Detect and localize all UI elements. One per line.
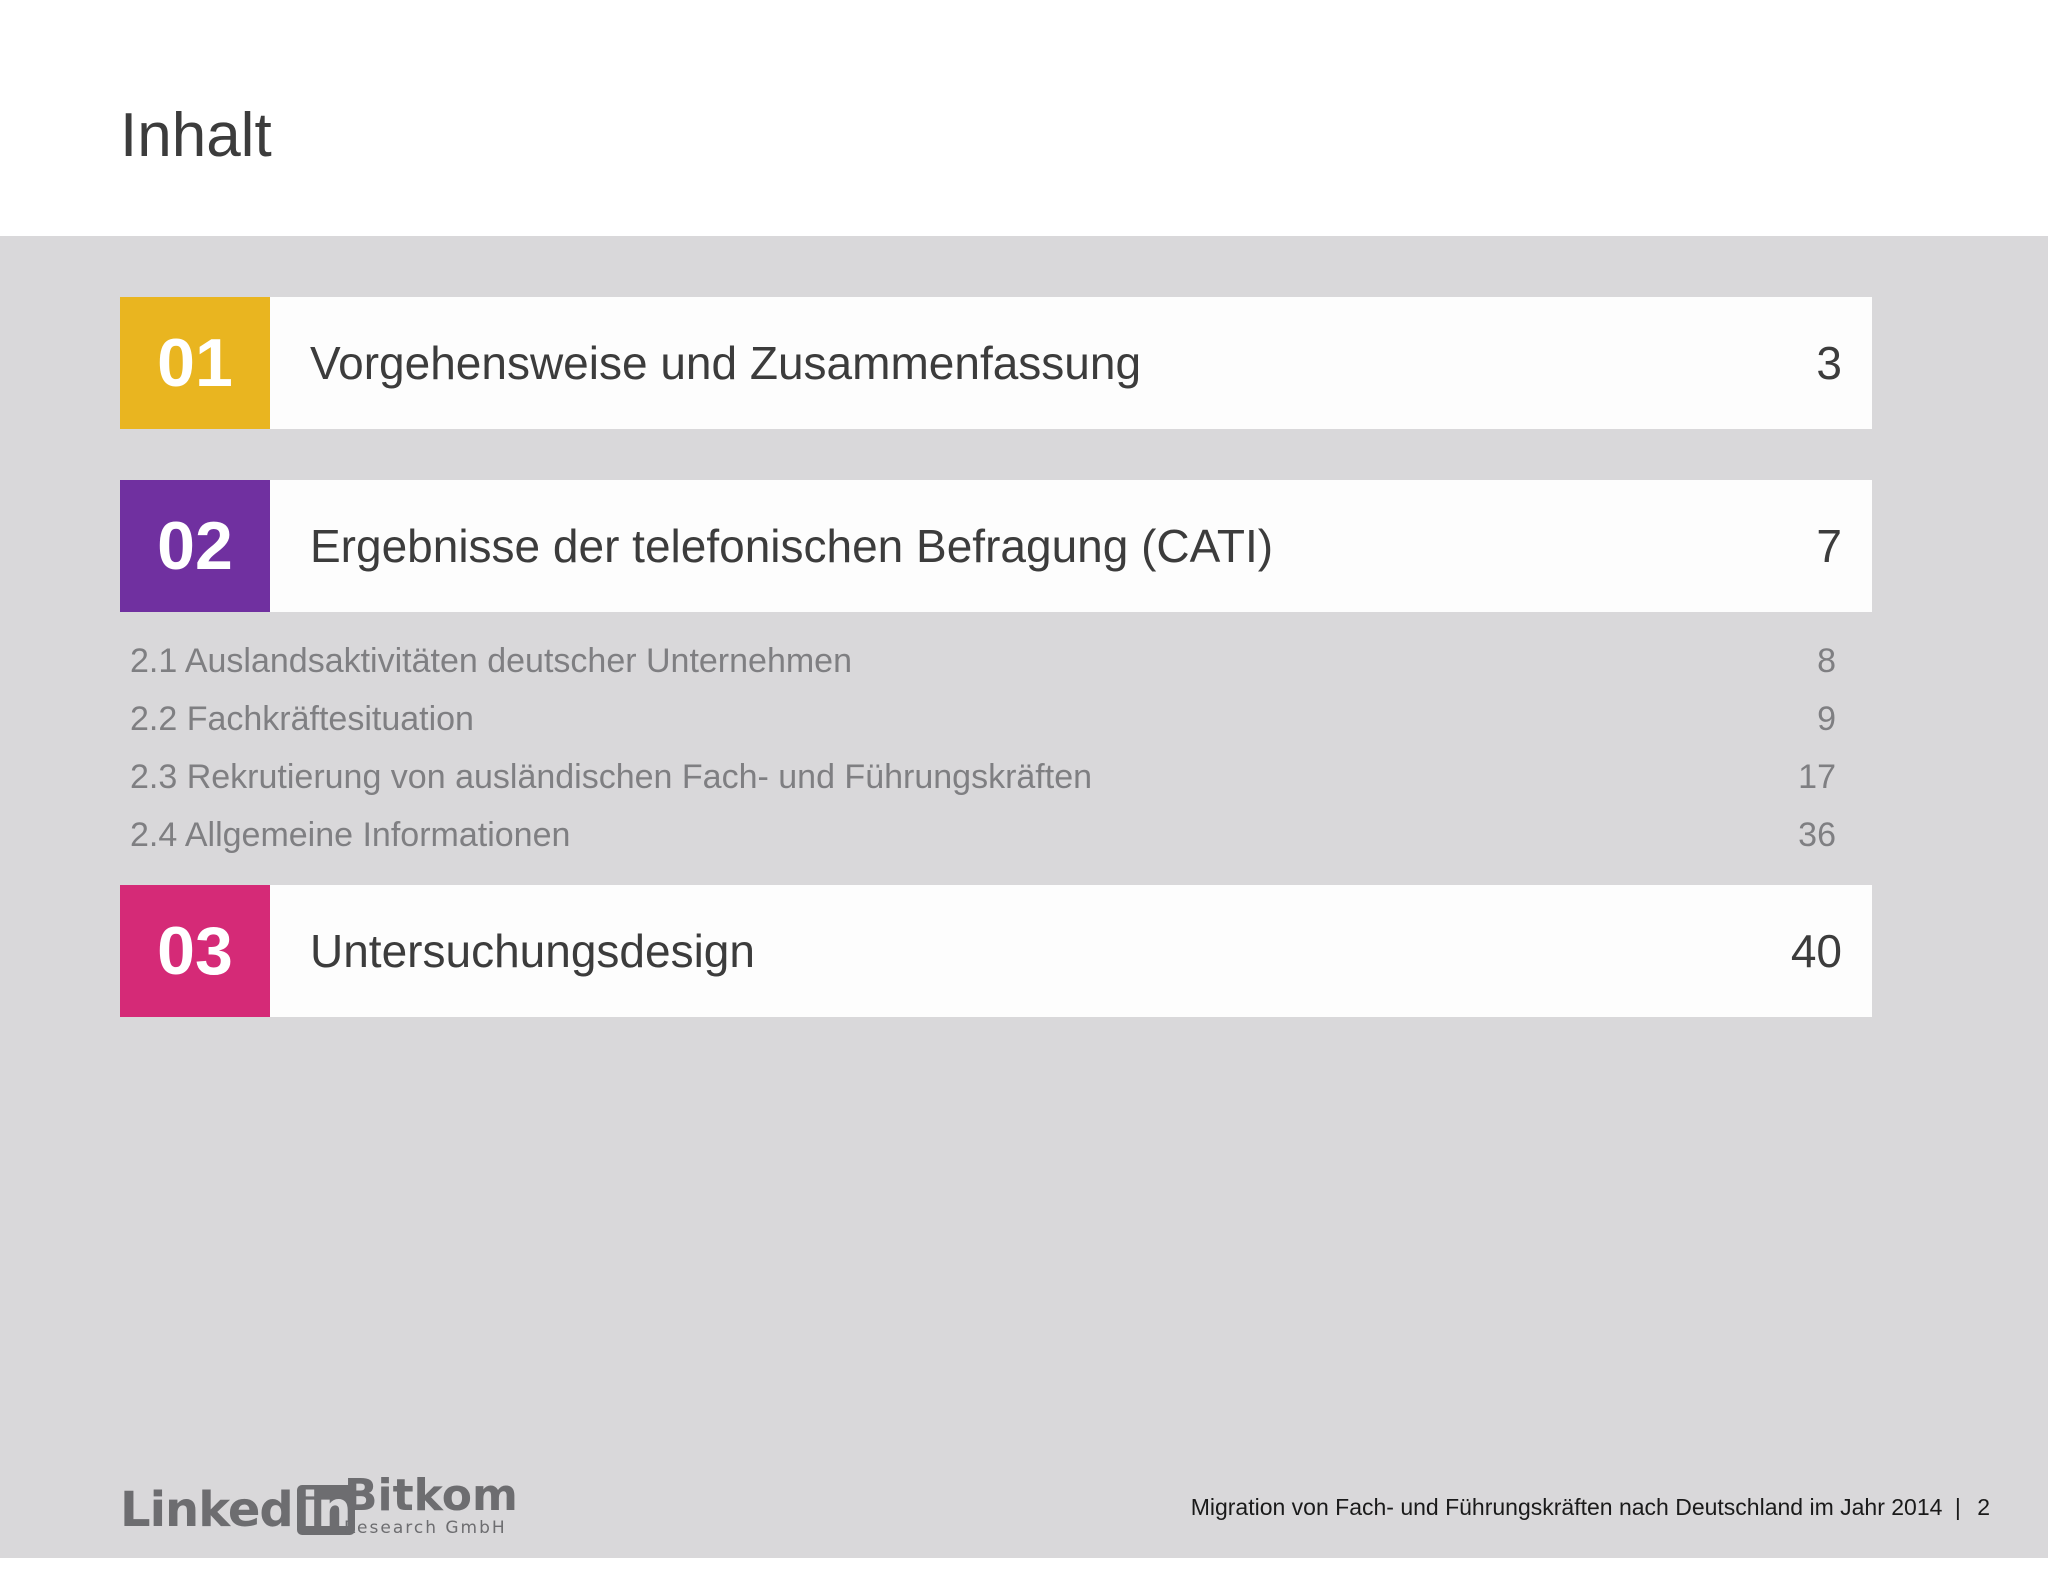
subsection-page-number: 8 (1817, 642, 1836, 680)
subsection-title: 2.1 Auslandsaktivitäten deutscher Untern… (130, 642, 853, 680)
toc-section-02[interactable]: 02 Ergebnisse der telefonischen Befragun… (120, 480, 1872, 612)
section-page-number: 7 (1816, 520, 1842, 572)
toc-subsection-2-1[interactable]: 2.1 Auslandsaktivitäten deutscher Untern… (130, 632, 1836, 690)
footer-document-title: Migration von Fach- und Führungskräften … (1190, 1494, 1943, 1520)
section-number-badge: 02 (120, 480, 270, 612)
section-title: Ergebnisse der telefonischen Befragung (… (310, 520, 1274, 572)
linkedin-logo-text: Linked (120, 1482, 294, 1538)
subsection-title: 2.2 Fachkräftesituation (130, 700, 474, 738)
subsection-title: 2.4 Allgemeine Informationen (130, 816, 571, 854)
page-title: Inhalt (120, 101, 272, 170)
toc-subsection-2-3[interactable]: 2.3 Rekrutierung von ausländischen Fach-… (130, 748, 1836, 806)
footer-logos: Linked in Bitkom Research GmbH (120, 1474, 540, 1540)
footer-page-number: 2 (1977, 1494, 1990, 1520)
bitkom-logo-sub: Research GmbH (344, 1518, 507, 1538)
subsection-page-number: 17 (1798, 758, 1836, 796)
section-number-badge: 01 (120, 297, 270, 429)
linkedin-logo: Linked in (120, 1482, 356, 1538)
subsection-title: 2.3 Rekrutierung von ausländischen Fach-… (130, 758, 1093, 796)
section-title: Untersuchungsdesign (310, 925, 755, 977)
bitkom-logo-name: Bitkom (344, 1470, 518, 1521)
bitkom-logo: Bitkom Research GmbH (344, 1470, 518, 1539)
subsection-page-number: 36 (1798, 816, 1836, 854)
section-title: Vorgehensweise und Zusammenfassung (310, 337, 1142, 389)
toc-subsection-2-2[interactable]: 2.2 Fachkräftesituation 9 (130, 690, 1836, 748)
toc-section-01[interactable]: 01 Vorgehensweise und Zusammenfassung 3 (120, 297, 1872, 429)
linkedin-logo-in-box: in (296, 1485, 356, 1535)
subsection-page-number: 9 (1817, 700, 1836, 738)
footer-separator: | (1954, 1494, 1961, 1520)
toc-section-03[interactable]: 03 Untersuchungsdesign 40 (120, 885, 1872, 1017)
section-page-number: 40 (1790, 925, 1842, 977)
toc-subsection-2-4[interactable]: 2.4 Allgemeine Informationen 36 (130, 806, 1836, 864)
footer-caption: Migration von Fach- und Führungskräften … (1191, 1492, 1990, 1522)
section-page-number: 3 (1816, 337, 1842, 389)
section-number-badge: 03 (120, 885, 270, 1017)
